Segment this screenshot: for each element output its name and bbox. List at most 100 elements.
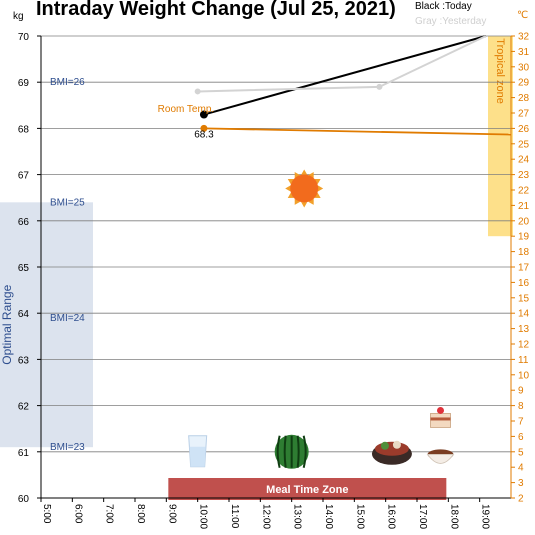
left-tick-label: 68 <box>18 124 30 135</box>
right-tick-label: 19 <box>518 232 530 243</box>
x-tick-label: 6:00 <box>72 504 83 524</box>
right-tick-label: 7 <box>518 417 524 428</box>
glass-water <box>189 446 206 467</box>
x-tick-label: 7:00 <box>104 504 115 524</box>
x-tick-label: 17:00 <box>417 504 428 529</box>
sun-ray <box>317 185 324 192</box>
cake-cherry <box>437 406 444 414</box>
sun-ray <box>314 178 321 185</box>
right-axis-unit: ℃ <box>517 10 528 21</box>
sun-ray <box>308 198 314 205</box>
x-tick-label: 12:00 <box>260 504 271 529</box>
dessert-icon <box>430 406 451 428</box>
right-tick-label: 8 <box>518 401 524 412</box>
x-tick-label: 5:00 <box>41 504 52 524</box>
right-tick-label: 14 <box>518 309 530 320</box>
sun-ray <box>301 169 308 175</box>
bowl <box>426 454 455 464</box>
left-tick-label: 66 <box>18 217 30 228</box>
right-tick-label: 27 <box>518 109 530 120</box>
right-tick-label: 10 <box>518 370 530 381</box>
left-tick-label: 64 <box>18 309 30 320</box>
right-tick-label: 4 <box>518 463 524 474</box>
right-tick-label: 3 <box>518 478 524 489</box>
right-tick-label: 22 <box>518 186 530 197</box>
right-tick-label: 5 <box>518 447 524 458</box>
x-tick-label: 8:00 <box>135 504 146 524</box>
x-tick-label: 19:00 <box>480 504 491 529</box>
x-tick-label: 16:00 <box>386 504 397 529</box>
sun-icon <box>285 169 324 208</box>
pot-veg <box>380 441 389 450</box>
right-tick-label: 17 <box>518 263 530 274</box>
bmi-label: BMI=24 <box>50 313 85 324</box>
right-tick-label: 32 <box>518 32 530 43</box>
series-room-temp-point <box>200 124 208 132</box>
left-tick-label: 70 <box>18 32 30 43</box>
right-tick-label: 31 <box>518 47 530 58</box>
sun-ray <box>301 202 308 208</box>
bmi-label: BMI=26 <box>50 77 85 88</box>
right-tick-label: 16 <box>518 278 530 289</box>
series-yesterday-point <box>194 88 201 95</box>
right-tick-label: 13 <box>518 324 530 335</box>
sun-ray <box>287 178 294 185</box>
series-today-line <box>203 35 487 116</box>
meal-time-zone-label: Meal Time Zone <box>266 484 348 496</box>
x-tick-label: 13:00 <box>292 504 303 529</box>
right-tick-label: 25 <box>518 139 530 150</box>
melon-stripe <box>283 435 287 468</box>
right-tick-label: 21 <box>518 201 530 212</box>
melon-stripe <box>276 435 281 469</box>
right-tick-label: 20 <box>518 216 530 227</box>
sun-disc <box>290 174 319 203</box>
legend-today: Black :Today <box>415 1 472 12</box>
left-tick-label: 65 <box>18 263 30 274</box>
left-tick-label: 63 <box>18 355 30 366</box>
melon-stripe <box>302 435 307 469</box>
right-tick-label: 12 <box>518 340 530 351</box>
sun-ray <box>314 192 321 198</box>
sun-ray <box>285 185 291 192</box>
right-tick-label: 11 <box>518 355 529 366</box>
x-tick-label: 18:00 <box>448 504 459 529</box>
x-tick-label: 10:00 <box>198 504 209 529</box>
room-temp-label: Room Temp. <box>158 104 215 115</box>
bmi-label: BMI=25 <box>50 197 85 208</box>
left-tick-label: 60 <box>18 494 30 505</box>
x-tick-label: 9:00 <box>166 504 177 524</box>
right-tick-label: 2 <box>518 494 524 505</box>
tropical-zone-label: Tropical zone <box>494 38 506 104</box>
sun-ray <box>308 172 314 179</box>
right-tick-label: 29 <box>518 78 530 89</box>
right-tick-label: 6 <box>518 432 524 443</box>
right-tick-label: 9 <box>518 386 524 397</box>
left-tick-label: 62 <box>18 402 30 413</box>
cake-layer <box>430 417 451 421</box>
melon-stripe <box>296 435 300 468</box>
x-tick-label: 14:00 <box>323 504 334 529</box>
series-today-point <box>199 110 208 119</box>
left-tick-label: 67 <box>18 171 30 182</box>
tropical-zone-band <box>488 36 513 237</box>
left-tick-label: 69 <box>18 78 30 89</box>
right-tick-label: 26 <box>518 124 530 135</box>
x-tick-label: 11:00 <box>229 504 240 529</box>
series-yesterday-line <box>197 35 487 93</box>
x-tick-label: 15:00 <box>354 504 365 529</box>
chart-title: Intraday Weight Change (Jul 25, 2021) <box>36 0 396 20</box>
right-tick-label: 18 <box>518 247 530 258</box>
left-tick-label: 61 <box>18 448 30 459</box>
optimal-range-band <box>0 202 93 448</box>
optimal-range-label: Optimal Range <box>0 284 14 364</box>
sun-ray <box>294 198 301 205</box>
pot-food <box>374 441 409 456</box>
legend-yesterday: Gray :Yesterday <box>415 16 486 27</box>
water-glass-icon <box>188 435 208 468</box>
bmi-label: BMI=23 <box>50 442 85 453</box>
left-axis-unit: kg <box>13 11 24 22</box>
pot-veg <box>392 440 401 449</box>
series-yesterday-point <box>376 83 383 90</box>
series-room-temp-line <box>203 127 512 136</box>
